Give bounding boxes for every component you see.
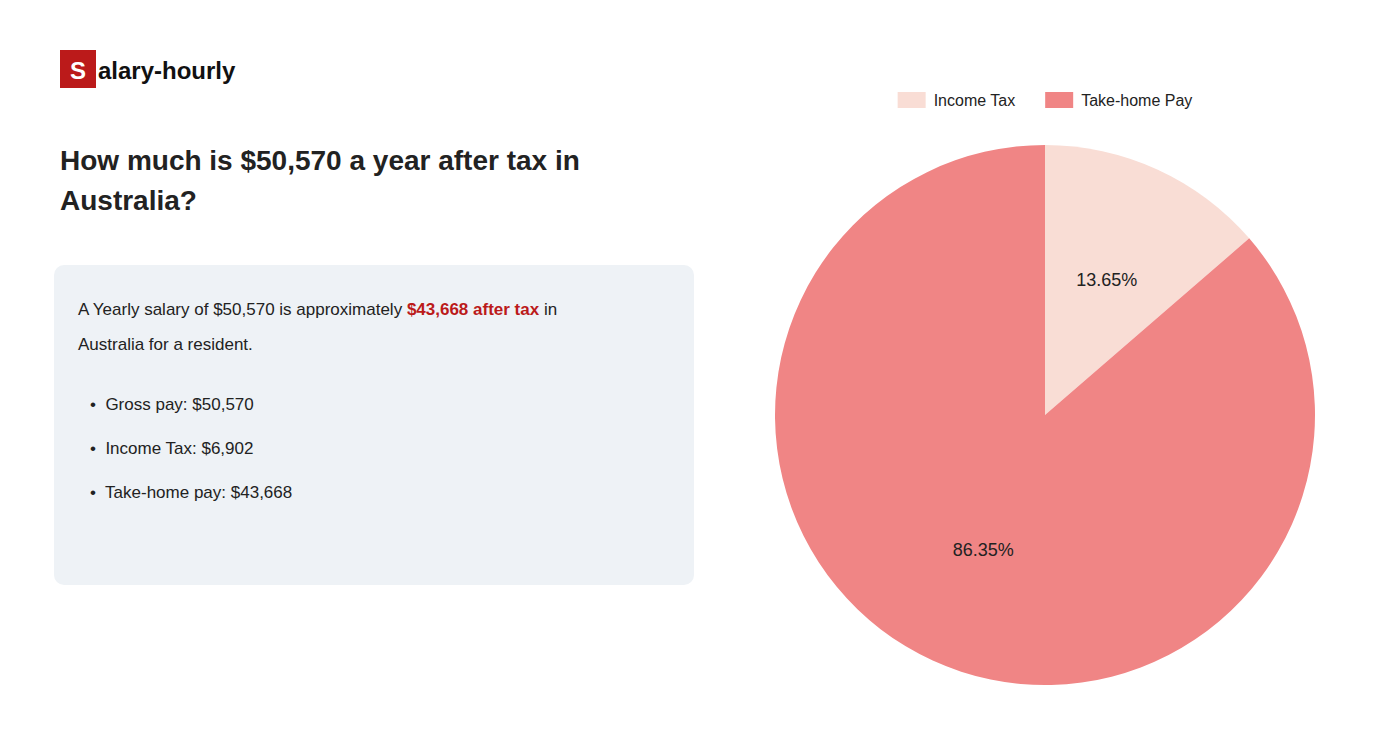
legend-swatch [1045,92,1073,108]
info-highlight: $43,668 after tax [407,300,540,319]
legend: Income Tax Take-home Pay [898,92,1193,109]
info-box [54,265,694,585]
legend-swatch [898,92,926,108]
info-text: A Yearly salary of $50,570 is approximat… [78,300,557,319]
data-label: 13.65% [1076,270,1137,290]
legend-item: Income Tax [898,92,1016,109]
text-panel: Salary-hourly How much is $50,570 a year … [54,50,694,585]
pie: 13.65% 86.35% [775,145,1315,685]
title: Australia? [60,185,197,216]
logo-text: alary-hourly [98,57,236,84]
logo-box [60,50,96,88]
legend-item: Take-home Pay [1045,92,1192,109]
info-text-part: A Yearly salary of $50,570 is approximat… [78,300,407,319]
logo-letter: S [70,57,86,84]
chart-root: Salary-hourly How much is $50,570 a year … [0,0,1400,750]
data-label: 86.35% [953,540,1014,560]
pie-slice [775,145,1315,685]
bullet-item: • Gross pay: $50,570 [90,395,254,414]
info-text: Australia for a resident. [78,335,253,354]
bullet-item: • Income Tax: $6,902 [90,439,253,458]
legend-label: Income Tax [934,92,1016,109]
title: How much is $50,570 a year after tax in [60,145,580,176]
info-text-part: in [539,300,557,319]
legend-label: Take-home Pay [1081,92,1192,109]
bullet-item: • Take-home pay: $43,668 [90,483,292,502]
